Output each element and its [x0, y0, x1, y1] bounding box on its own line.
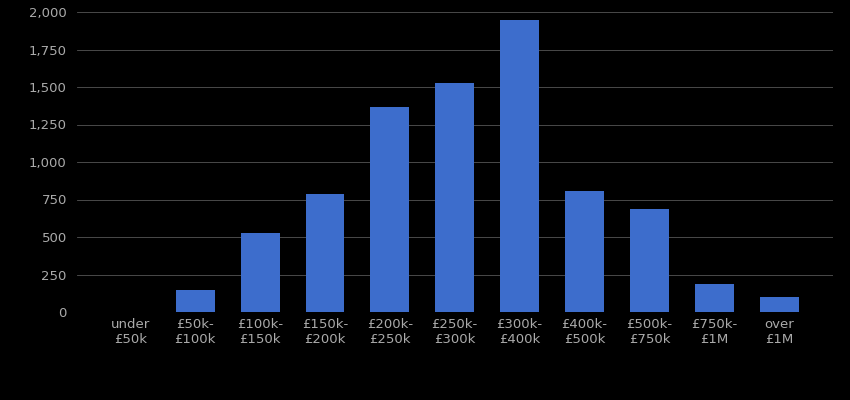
Bar — [241, 232, 280, 312]
Bar — [760, 297, 799, 312]
Bar — [500, 20, 539, 312]
Bar — [435, 82, 474, 312]
Bar — [694, 284, 734, 312]
Bar — [371, 106, 410, 312]
Bar — [176, 290, 215, 312]
Bar — [630, 208, 669, 312]
Bar — [565, 190, 604, 312]
Bar — [305, 194, 344, 312]
